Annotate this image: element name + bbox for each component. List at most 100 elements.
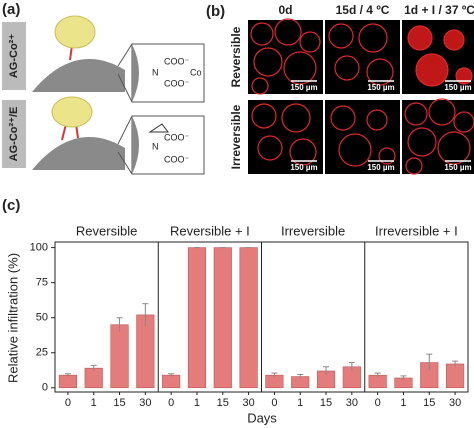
bar	[187, 247, 207, 389]
panel-label: (c)	[2, 197, 20, 214]
capsule	[428, 98, 456, 126]
capsule	[251, 77, 269, 95]
error-bar	[116, 317, 123, 332]
error-bar	[400, 375, 407, 381]
zoom-line	[117, 73, 133, 103]
bar	[110, 324, 129, 389]
formula: COO⁻	[164, 78, 190, 88]
group-title: Irreversible	[281, 223, 345, 238]
y-tick-label: 75	[36, 277, 48, 289]
capsule	[289, 138, 317, 166]
capsule	[405, 157, 423, 175]
sphere	[32, 137, 125, 170]
scale-bar-label: 150 µm	[444, 163, 471, 172]
x-tick-label: 0	[65, 397, 71, 409]
error-bar	[323, 366, 330, 376]
scale-bar-label: 150 µm	[444, 83, 471, 92]
epoxide	[148, 123, 169, 133]
group-title: Reversible	[76, 223, 137, 238]
error-bar	[297, 373, 304, 379]
row-label: Reversible	[229, 26, 243, 87]
capsule	[407, 25, 433, 51]
panel-b: 0d 15d / 4 ºC 1d + I / 37 ºC Reversible 150 …	[229, 3, 474, 175]
capsule	[358, 23, 388, 53]
error-bar	[90, 364, 97, 371]
group-title: Irreversible + I	[375, 223, 458, 238]
sphere	[32, 59, 125, 92]
plot-frame	[54, 241, 469, 393]
column-header: 0d	[278, 3, 292, 17]
y-tick-label: 25	[36, 347, 48, 359]
capsule	[283, 51, 317, 85]
capsule	[253, 47, 283, 77]
error-bar	[452, 360, 459, 367]
x-tick-label: 30	[242, 397, 254, 409]
x-tick-label: 1	[297, 397, 303, 409]
error-bar	[64, 373, 71, 377]
capsule	[281, 103, 311, 133]
column-header: 15d / 4 ºC	[336, 3, 390, 17]
error-bar	[374, 372, 381, 378]
bar	[446, 363, 465, 389]
formula: Co	[190, 67, 202, 77]
capsule	[407, 127, 437, 157]
x-tick-label: 15	[217, 397, 229, 409]
surface	[132, 116, 139, 174]
error-bar	[168, 373, 175, 377]
y-tick-label: 0	[42, 382, 48, 394]
group-title: Reversible + I	[170, 223, 250, 238]
x-tick-label: 1	[400, 397, 406, 409]
bar	[239, 247, 258, 389]
capsule	[366, 109, 388, 131]
capsule	[378, 147, 396, 165]
formula: N	[152, 141, 159, 151]
x-tick-label: 0	[375, 397, 381, 409]
formula: COO⁻	[164, 56, 190, 66]
label-box	[2, 22, 26, 90]
formula: COO⁻	[164, 154, 190, 164]
protein	[51, 96, 93, 128]
label-box	[2, 100, 26, 168]
error-bar	[142, 303, 149, 327]
panel-label: (b)	[206, 3, 225, 20]
y-axis-label: Relative infiltration (%)	[5, 253, 20, 383]
scale-bar-label: 150 µm	[290, 83, 317, 92]
y-tick-label: 100	[30, 242, 48, 254]
zoom-box	[131, 43, 205, 103]
row-label: AG-Co²⁺/E	[8, 107, 20, 162]
panel-a-row: AG-Co²⁺/E N COO⁻ COO⁻	[2, 96, 205, 175]
bar	[84, 367, 103, 389]
x-tick-label: 30	[139, 397, 151, 409]
error-bar	[348, 362, 355, 371]
capsule	[338, 133, 372, 167]
protein	[54, 15, 96, 49]
column-header: 1d + I / 37 ºC	[404, 3, 474, 17]
capsule	[299, 31, 321, 53]
x-tick-label: 0	[168, 397, 174, 409]
zoom-box	[131, 115, 205, 175]
capsule	[334, 55, 360, 81]
capsule	[257, 135, 283, 161]
x-axis-label: Days	[247, 410, 277, 425]
formula: N	[152, 67, 159, 77]
error-bar	[271, 372, 278, 378]
scale-bar-label: 150 µm	[367, 163, 394, 172]
bar	[162, 374, 181, 389]
capsule	[404, 102, 428, 126]
x-tick-label: 15	[113, 397, 125, 409]
capsule	[366, 58, 394, 86]
scale-bar-label: 150 µm	[290, 163, 317, 172]
capsule	[274, 18, 302, 46]
x-tick-label: 30	[449, 397, 461, 409]
x-tick-label: 1	[194, 397, 200, 409]
capsule	[415, 53, 449, 87]
surface	[132, 44, 139, 102]
y-tick-label: 50	[36, 312, 48, 324]
x-tick-label: 1	[91, 397, 97, 409]
capsule	[250, 22, 274, 46]
zoom-line	[117, 43, 133, 67]
x-tick-label: 0	[271, 397, 277, 409]
panel-a-row: AG-Co²⁺ N COO⁻ COO⁻ Co	[2, 15, 205, 103]
error-bar	[426, 353, 433, 371]
